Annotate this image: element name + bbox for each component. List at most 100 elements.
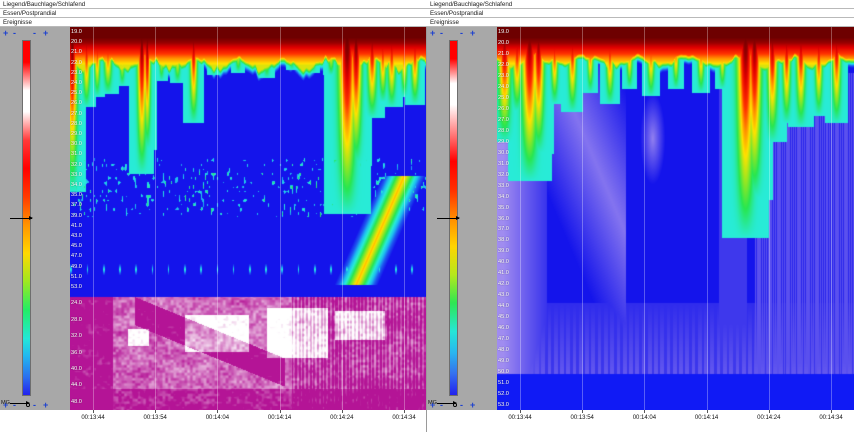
time-gridline [404,27,405,410]
depth-tick-label: 48.0 [498,346,509,353]
depth-tick-label: 34.0 [498,193,509,200]
depth-tick-label: 43.0 [498,292,509,299]
depth-tick-label: 44.0 [71,382,82,389]
time-tick [768,410,770,413]
time-tick [520,410,521,413]
depth-tick-label: 20.0 [71,39,82,46]
time-gridline [582,27,584,410]
time-tick-label: 00:14:14 [267,415,292,421]
depth-tick-label: 51.0 [71,273,82,280]
depth-tick-label: 49.0 [498,357,509,364]
axis-increase-button-bottom[interactable]: + [43,399,49,410]
time-gridline [341,27,343,410]
depth-tick-label: 44.0 [498,303,509,310]
depth-tick-label: 28.0 [71,120,82,127]
spectrogram-plot-left[interactable]: 19.0 20.0 21.0 22.0 23.0 24.0 25.0 26.0 27.0 28.0… [70,27,426,410]
colorbar-increase-button-top[interactable]: + [3,27,9,38]
mg-marker-handle-right[interactable] [453,402,457,407]
annotation-row-meal[interactable]: Essen/Postprandial [0,9,427,18]
zoom-controls-bottom-right: + - - + [427,399,497,410]
colorbar-decrease-button-top-right[interactable]: - [440,27,443,38]
depth-tick-label: 24.0 [498,84,509,91]
zoom-controls-top-left: + - - + [0,27,70,38]
mg-marker-label-left: MG [1,400,11,406]
depth-tick-label: 32.0 [71,333,82,340]
time-tick-label: 00:14:04 [632,415,657,421]
annotation-row-events[interactable]: Ereignisse [0,18,427,27]
depth-tick-label: 42.0 [498,281,509,288]
annotation-rows-left: Liegend/Bauchlage/Schlafend Essen/Postpr… [0,0,427,27]
depth-tick-label: 51.0 [498,379,509,386]
colorbar-increase-button-bottom[interactable]: + [3,399,9,410]
time-tick [582,410,584,413]
annotation-row-meal-right[interactable]: Essen/Postprandial [427,9,854,18]
depth-tick-label: 40.0 [498,259,509,266]
colorbar-increase-button-top-right[interactable]: + [430,27,436,38]
time-tick-label: 00:14:34 [392,415,416,421]
zoom-controls-bottom-left: + - - + [0,399,70,410]
annotation-label-meal-right: Essen/Postprandial [430,9,484,17]
depth-tick-label: 32.0 [71,161,82,168]
annotation-row-position[interactable]: Liegend/Bauchlage/Schlafend [0,0,427,9]
colorbar-decrease-button-bottom[interactable]: - [13,399,16,410]
time-tick-label: 00:13:44 [81,415,105,421]
axis-decrease-button-bottom[interactable]: - [33,399,36,410]
colorbar-decrease-button-bottom-right[interactable]: - [440,399,443,410]
depth-tick-label: 47.0 [71,253,82,260]
axis-decrease-button-top[interactable]: - [33,27,36,38]
depth-tick-label: 48.0 [71,398,82,405]
time-tick [706,410,708,413]
depth-tick-label: 24.0 [71,300,82,307]
depth-tick-label: 31.0 [71,151,82,158]
depth-tick-label: 25.0 [71,90,82,97]
threshold-marker-arrow-left[interactable] [10,216,33,220]
depth-tick-label: 19.0 [498,29,509,36]
colorbar-increase-button-bottom-right[interactable]: + [430,399,436,410]
depth-tick-label: 35.0 [498,204,509,211]
axis-decrease-button-bottom-right[interactable]: - [460,399,463,410]
mg-marker-handle-left[interactable] [26,402,30,407]
annotation-label-events: Ereignisse [3,18,32,26]
depth-tick-label: 53.0 [71,283,82,290]
depth-tick-label: 27.0 [71,110,82,117]
depth-tick-label: 49.0 [71,263,82,270]
time-axis-left[interactable]: 00:13:44 00:13:54 00:14:04 00:14:14 00:14:24… [70,410,426,432]
time-tick-label: 00:14:34 [819,415,843,421]
spectrogram-canvas-left [70,27,426,410]
depth-tick-label: 37.0 [71,202,82,209]
axis-increase-button-bottom-right[interactable]: + [470,399,476,410]
depth-tick-label: 35.0 [71,192,82,199]
spectrogram-plot-right[interactable]: 19.0 20.0 21.0 22.0 23.0 24.0 25.0 26.0 27.0 28.0… [497,27,854,410]
time-tick-label: 00:14:04 [205,415,230,421]
depth-tick-label: 45.0 [498,313,509,320]
depth-tick-label: 33.0 [498,182,509,189]
time-tick-label: 00:13:54 [570,415,594,421]
depth-tick-label: 28.0 [71,316,82,323]
spectrogram-canvas-right [497,27,854,410]
annotation-row-events-right[interactable]: Ereignisse [427,18,854,27]
annotation-row-position-right[interactable]: Liegend/Bauchlage/Schlafend [427,0,854,9]
colorbar-decrease-button-top[interactable]: - [13,27,16,38]
depth-tick-label: 46.0 [498,324,509,331]
depth-tick-label: 26.0 [498,106,509,113]
depth-tick-label: 43.0 [71,232,82,239]
depth-tick-label: 37.0 [498,226,509,233]
time-tick [155,410,157,413]
depth-tick-label: 47.0 [498,335,509,342]
axis-increase-button-top-right[interactable]: + [470,27,476,38]
depth-tick-label: 22.0 [498,62,509,69]
time-gridline [217,27,219,410]
time-tick-label: 00:14:14 [694,415,719,421]
time-gridline [831,27,832,410]
axis-decrease-button-top-right[interactable]: - [460,27,463,38]
panel-right: Liegend/Bauchlage/Schlafend Essen/Postpr… [425,0,854,432]
zoom-controls-top-right: + - - + [427,27,497,38]
annotation-rows-right: Liegend/Bauchlage/Schlafend Essen/Postpr… [427,0,854,27]
time-gridline [644,27,646,410]
mg-marker-label-right: MG [428,400,438,406]
depth-tick-label: 31.0 [498,160,509,167]
axis-increase-button-top[interactable]: + [43,27,49,38]
time-axis-right[interactable]: 00:13:44 00:13:54 00:14:04 00:14:14 00:14:24… [497,410,854,432]
depth-tick-label: 36.0 [71,349,82,356]
threshold-marker-arrow-right[interactable] [437,216,460,220]
